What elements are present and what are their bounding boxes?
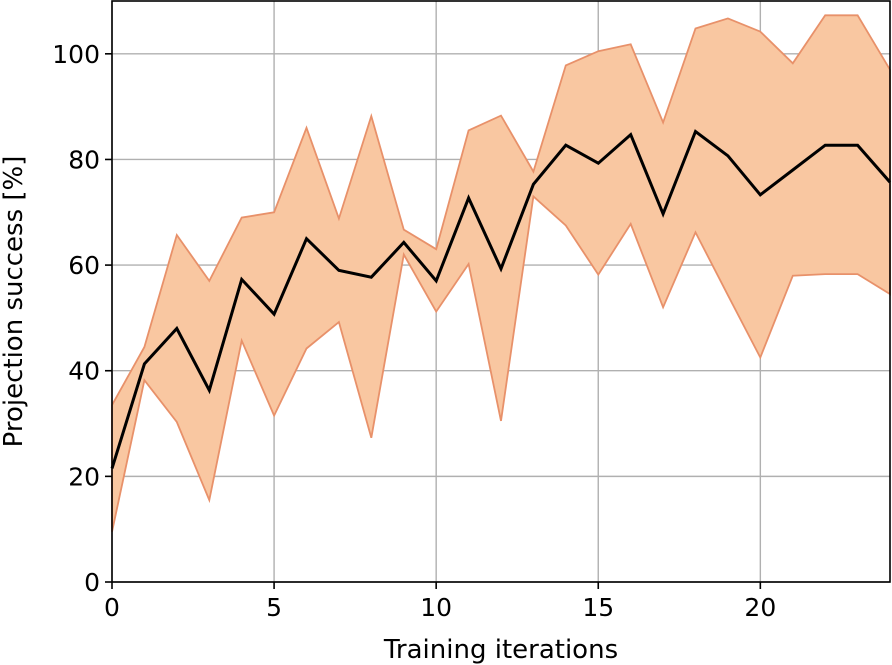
y-axis-label: Projection success [%] xyxy=(0,156,29,448)
axes: 0 5 10 15 20 0 20 40 60 80 100 xyxy=(52,0,891,622)
x-tick-label: 15 xyxy=(582,593,614,622)
y-tick-label: 20 xyxy=(68,462,100,491)
series-layer xyxy=(110,129,892,469)
x-tick-label: 0 xyxy=(104,593,120,622)
y-tick-label: 80 xyxy=(68,145,100,174)
x-tick-label: 20 xyxy=(744,593,776,622)
y-tick-label: 40 xyxy=(68,357,100,386)
y-tick-label: 100 xyxy=(52,40,100,69)
plot-frame xyxy=(111,0,891,583)
series-line xyxy=(110,129,892,469)
x-axis-label: Training iterations xyxy=(383,635,618,665)
x-tick-label: 5 xyxy=(266,593,282,622)
std-band xyxy=(111,14,891,532)
y-tick-label: 0 xyxy=(84,568,100,597)
std-band-area xyxy=(111,14,891,532)
y-tick-label: 60 xyxy=(68,251,100,280)
x-tick-label: 10 xyxy=(420,593,452,622)
